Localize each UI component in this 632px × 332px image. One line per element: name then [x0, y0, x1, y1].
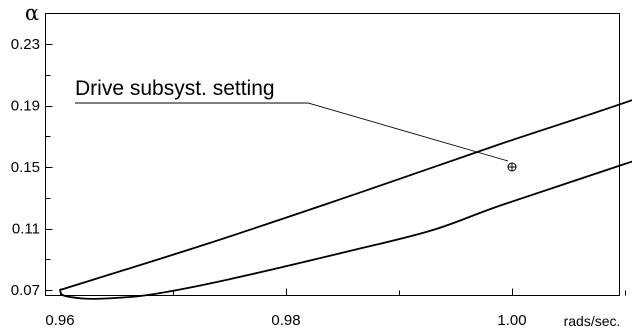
- setting-marker: [507, 162, 517, 172]
- tick-labels: 0.960.981.001.020.070.110.150.190.23: [11, 36, 527, 329]
- series-curve: [59, 99, 632, 300]
- y-axis-title: α: [25, 1, 39, 25]
- plot-frame: [45, 13, 620, 296]
- y-tick-label: 0.19: [11, 98, 40, 115]
- x-tick-label: 1.00: [497, 312, 526, 329]
- x-tick-label: 0.96: [45, 312, 74, 329]
- y-tick-label: 0.07: [11, 282, 40, 299]
- x-tick-label: 0.98: [271, 312, 300, 329]
- y-tick-label: 0.11: [12, 221, 40, 238]
- series-layer: [59, 99, 632, 300]
- tick-marks: [45, 44, 626, 296]
- marker-layer: [507, 162, 517, 172]
- x-axis-title: rads/sec.: [564, 313, 621, 329]
- y-tick-label: 0.15: [11, 159, 40, 176]
- y-tick-label: 0.23: [11, 36, 40, 53]
- annotation-label: Drive subsyst. setting: [75, 77, 275, 100]
- annotation-leader-line: [75, 102, 509, 162]
